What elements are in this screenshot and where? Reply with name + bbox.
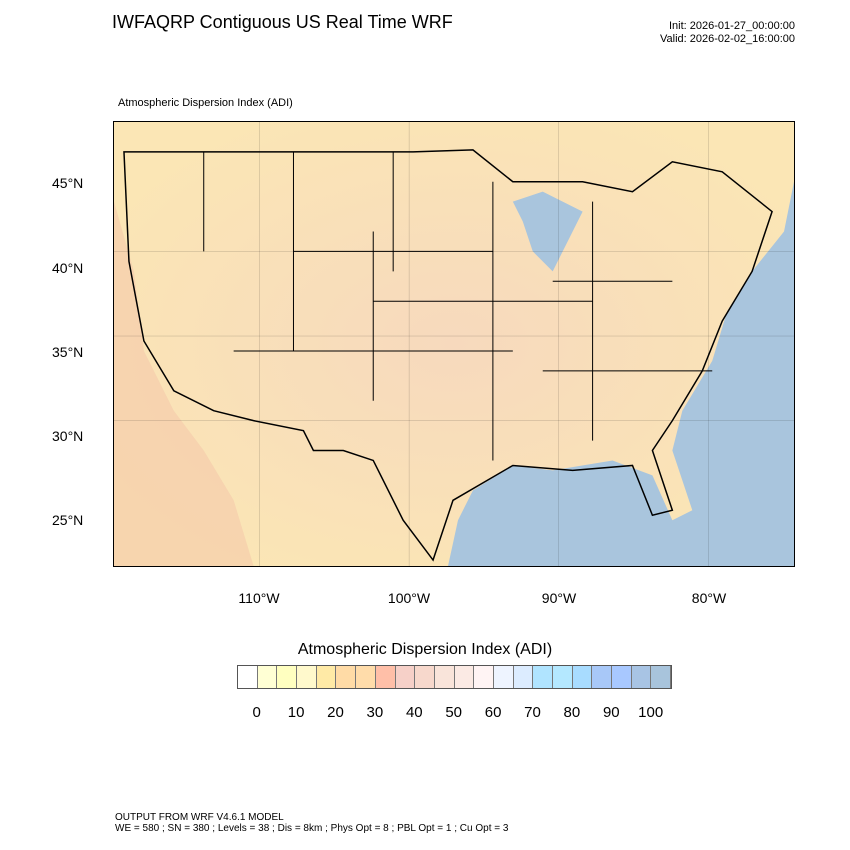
colorbar-tick-label: 30	[366, 704, 384, 721]
colorbar-swatch	[493, 666, 514, 688]
colorbar-swatch	[612, 666, 632, 688]
colorbar-swatch	[375, 666, 396, 688]
lon-label: 90°W	[541, 590, 577, 606]
model-footer: OUTPUT FROM WRF V4.6.1 MODEL WE = 580 ; …	[115, 812, 508, 834]
valid-time: Valid: 2026-02-02_16:00:00	[660, 33, 795, 45]
us-border	[123, 149, 773, 562]
colorbar-swatch	[592, 666, 613, 688]
colorbar-swatch	[533, 666, 553, 688]
lat-label: 40°N	[52, 260, 84, 276]
colorbar-swatch	[297, 666, 317, 688]
lat-label: 45°N	[52, 175, 84, 191]
lat-label: 30°N	[52, 428, 84, 444]
colorbar	[237, 665, 673, 689]
map-subtitle: Atmospheric Dispersion Index (ADI)	[118, 97, 293, 109]
colorbar-swatch	[631, 666, 652, 688]
colorbar-swatch	[356, 666, 376, 688]
init-time: Init: 2026-01-27_00:00:00	[669, 20, 795, 32]
colorbar-tick-label: 100	[638, 704, 664, 721]
colorbar-swatch	[474, 666, 494, 688]
colorbar-swatch	[238, 666, 258, 688]
colorbar-tick-label: 60	[484, 704, 502, 721]
colorbar-tick-label: 90	[602, 704, 620, 721]
colorbar-swatch	[257, 666, 278, 688]
colorbar-swatch	[553, 666, 573, 688]
lon-label: 110°W	[238, 590, 280, 606]
colorbar-swatch	[316, 666, 337, 688]
colorbar-swatch	[277, 666, 298, 688]
footer-line-2: WE = 580 ; SN = 380 ; Levels = 38 ; Dis …	[115, 823, 509, 834]
colorbar-tick-label: 10	[287, 704, 305, 721]
colorbar-swatch	[454, 666, 475, 688]
colorbar-tick-label: 50	[445, 704, 463, 721]
time-info: Init: 2026-01-27_00:00:00 Valid: 2026-02…	[660, 20, 795, 46]
colorbar-swatch	[513, 666, 534, 688]
atlantic-ocean	[448, 181, 794, 566]
colorbar-tick-label: 70	[524, 704, 541, 721]
lon-label: 100°W	[387, 590, 431, 606]
lon-label: 80°W	[691, 590, 727, 606]
colorbar-swatch	[336, 666, 357, 688]
footer-line-1: OUTPUT FROM WRF V4.6.1 MODEL	[115, 812, 284, 823]
colorbar-tick-label: 40	[405, 704, 423, 721]
state-borders	[203, 151, 713, 461]
colorbar-swatch	[434, 666, 455, 688]
great-lakes	[512, 191, 583, 272]
colorbar-swatch	[572, 666, 593, 688]
lat-label: 25°N	[52, 512, 84, 528]
adi-map	[113, 121, 795, 567]
colorbar-swatch	[651, 666, 672, 688]
colorbar-title: Atmospheric Dispersion Index (ADI)	[297, 641, 553, 658]
colorbar-tick-label: 0	[252, 704, 261, 721]
pacific-ocean	[114, 201, 254, 566]
colorbar-swatch	[395, 666, 416, 688]
colorbar-tick-label: 20	[327, 704, 344, 721]
lat-label: 35°N	[52, 344, 84, 360]
colorbar-swatch	[415, 666, 435, 688]
plot-title: IWFAQRP Contiguous US Real Time WRF	[112, 12, 453, 32]
colorbar-tick-label: 80	[563, 704, 581, 721]
